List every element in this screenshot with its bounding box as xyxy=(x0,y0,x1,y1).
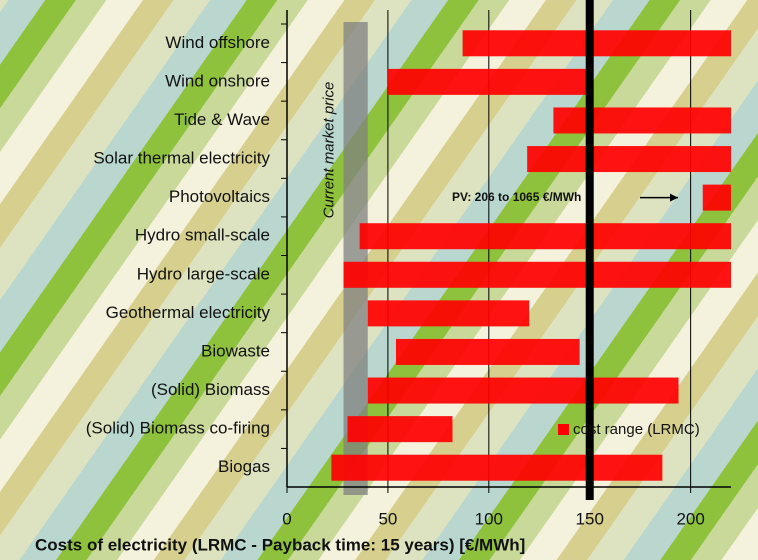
category-label: Biogas xyxy=(218,457,270,476)
category-label: Photovoltaics xyxy=(169,187,270,206)
bar xyxy=(395,338,580,365)
bar xyxy=(367,377,679,404)
x-tick-label: 50 xyxy=(378,509,397,528)
category-label: Hydro large-scale xyxy=(137,264,270,283)
annotation: PV: 206 to 1065 €/MWh xyxy=(452,190,581,204)
category-label: Wind onshore xyxy=(165,71,270,90)
x-tick-label: 100 xyxy=(475,509,503,528)
market-price-label: Current market price xyxy=(320,82,337,219)
bar xyxy=(331,454,663,481)
category-label: (Solid) Biomass co-firing xyxy=(86,419,270,438)
annotation-arrowhead xyxy=(670,193,678,202)
bar xyxy=(553,107,731,134)
category-label: Wind offshore xyxy=(165,33,270,52)
legend-label: cost range (LRMC) xyxy=(573,421,700,438)
category-label: Hydro small-scale xyxy=(135,226,270,245)
bar xyxy=(527,146,731,173)
bar xyxy=(702,184,731,211)
bar xyxy=(367,300,530,327)
x-tick-label: 150 xyxy=(576,509,604,528)
category-label: Geothermal electricity xyxy=(106,303,271,322)
bar xyxy=(343,261,731,288)
legend-swatch xyxy=(558,424,569,435)
category-label: Solar thermal electricity xyxy=(93,149,270,168)
x-tick-label: 0 xyxy=(282,509,291,528)
bar xyxy=(359,223,731,250)
bar xyxy=(347,416,453,443)
bar xyxy=(387,68,590,95)
category-label: Biowaste xyxy=(201,341,270,360)
bar xyxy=(462,30,731,57)
x-axis-title: Costs of electricity (LRMC - Payback tim… xyxy=(35,535,525,554)
category-label: Tide & Wave xyxy=(174,110,270,129)
x-tick-label: 200 xyxy=(676,509,704,528)
category-label: (Solid) Biomass xyxy=(151,380,270,399)
